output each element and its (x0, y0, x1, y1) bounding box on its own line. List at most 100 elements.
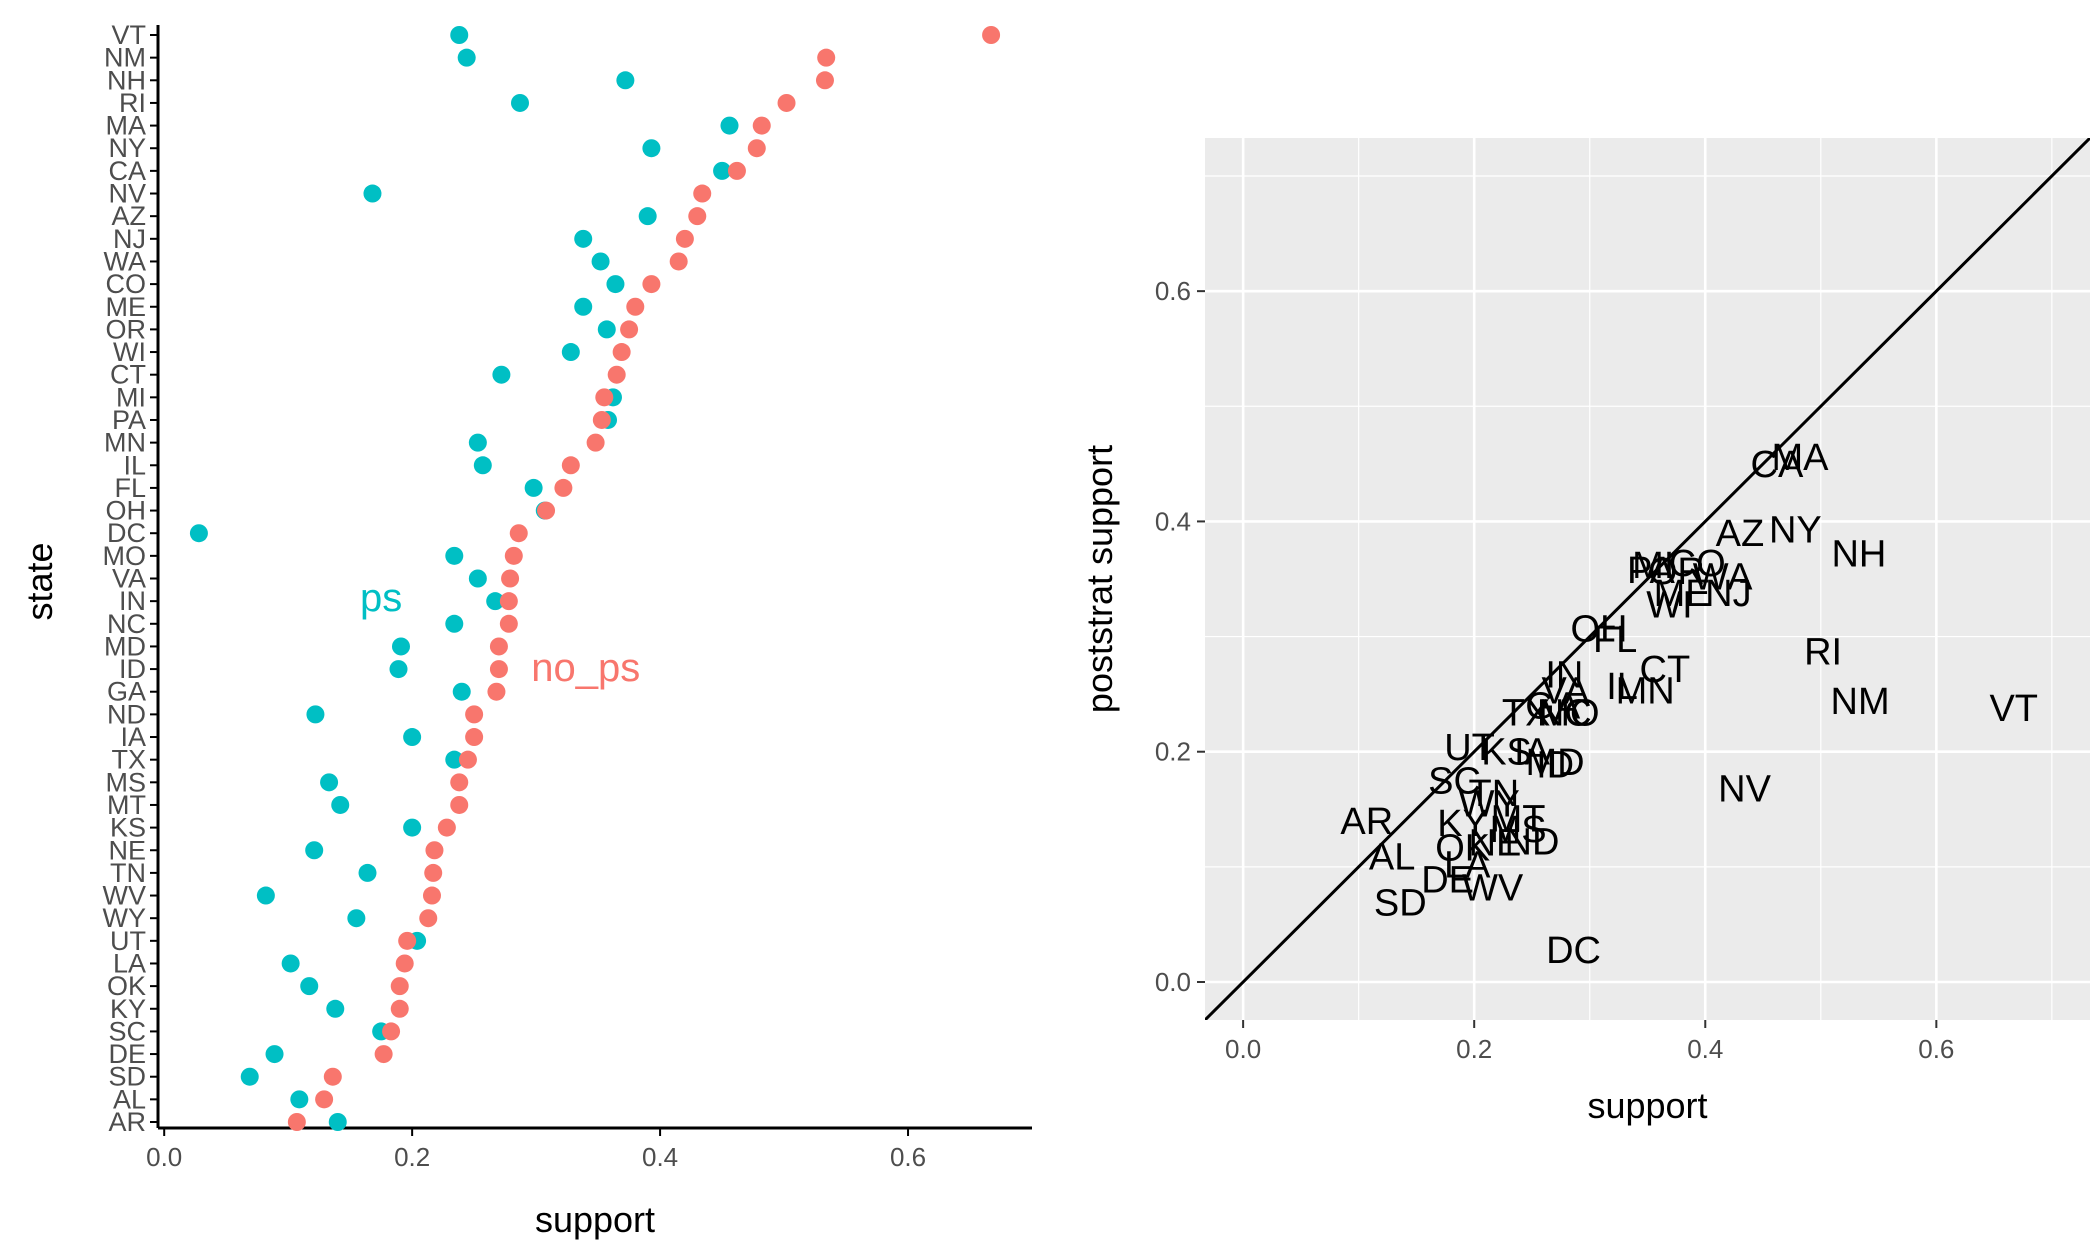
state-tick-label: MN (104, 428, 146, 458)
state-tick-label: PA (112, 405, 146, 435)
point-ps (445, 614, 464, 633)
state-tick-label: TN (110, 858, 146, 888)
identity-line (1205, 138, 2090, 1020)
point-no_ps (424, 863, 443, 882)
point-ps (468, 433, 487, 452)
state-tick-label: MD (104, 631, 146, 661)
state-tick-label: KS (110, 813, 146, 843)
point-no_ps (390, 977, 409, 996)
x-axis-title: support (535, 1199, 655, 1240)
state-tick-label: NJ (113, 224, 146, 254)
point-ps (638, 207, 657, 226)
point-ps (606, 275, 625, 294)
point-label-wi: WI (1646, 584, 1692, 626)
point-label-nc: NC (1537, 693, 1592, 735)
point-ps (326, 999, 345, 1018)
point-no_ps (817, 48, 836, 67)
point-ps (720, 116, 739, 135)
point-ps (486, 592, 505, 611)
state-tick-label: CT (110, 360, 146, 390)
point-label-nh: NH (1831, 534, 1886, 576)
point-ps (281, 954, 300, 973)
state-tick-label: WI (113, 337, 146, 367)
state-tick-label: IL (123, 450, 146, 480)
point-ps (450, 26, 469, 44)
state-tick-label: SC (108, 1016, 146, 1046)
point-label-ga: GA (1525, 686, 1581, 728)
state-tick-label: OR (106, 314, 147, 344)
state-tick-label: OK (107, 971, 146, 1001)
state-tick-label: CO (106, 269, 147, 299)
point-label-al: AL (1369, 836, 1415, 878)
state-tick-label: VA (112, 564, 146, 594)
x-tick-label: 0.2 (394, 1142, 430, 1172)
point-label-wa: WA (1693, 557, 1753, 599)
point-ps (331, 795, 350, 814)
state-tick-label: AL (113, 1084, 146, 1114)
x-tick-label: 0.2 (1456, 1034, 1492, 1064)
point-label-mt: MT (1491, 798, 1546, 840)
point-label-pa: PA (1627, 550, 1676, 592)
y-axis-title: poststrat support (1079, 445, 1120, 713)
state-tick-label: OH (106, 496, 147, 526)
point-no_ps (422, 886, 441, 905)
state-tick-label: TX (111, 745, 146, 775)
y-tick-label: 0.0 (1155, 967, 1191, 997)
point-label-ct: CT (1640, 649, 1691, 691)
point-no_ps (450, 773, 469, 792)
point-ps (561, 343, 580, 362)
point-ps (597, 320, 616, 339)
point-ps (574, 297, 593, 316)
point-no_ps (425, 841, 444, 860)
point-no_ps (669, 252, 688, 271)
point-ps (240, 1067, 259, 1086)
point-ps (305, 841, 324, 860)
point-ps (300, 977, 319, 996)
point-label-ks: KS (1481, 732, 1532, 774)
state-tick-label: IN (119, 586, 146, 616)
point-ps (445, 750, 464, 769)
point-label-mo: MO (1538, 693, 1599, 735)
state-tick-label: MO (103, 541, 147, 571)
point-no_ps (607, 365, 626, 384)
point-ps (492, 365, 511, 384)
state-tick-label: WA (104, 246, 147, 276)
point-no_ps (642, 275, 661, 294)
state-tick-label: LA (113, 948, 146, 978)
state-tick-label: MT (107, 790, 146, 820)
point-label-nd: ND (1505, 822, 1560, 864)
point-no_ps (688, 207, 707, 226)
point-label-ut: UT (1444, 727, 1495, 769)
y-tick-label: 0.4 (1155, 506, 1191, 536)
point-no_ps (450, 795, 469, 814)
state-tick-label: AR (108, 1107, 146, 1137)
point-no_ps (777, 93, 796, 112)
state-tick-label: ND (107, 699, 146, 729)
point-no_ps (382, 1022, 401, 1041)
point-ps (256, 886, 275, 905)
point-label-mn: MN (1616, 671, 1675, 713)
point-label-nm: NM (1831, 681, 1890, 723)
point-ps (320, 773, 339, 792)
point-label-md: MD (1526, 742, 1585, 784)
state-tick-label: IA (120, 722, 146, 752)
point-ps (358, 863, 377, 882)
point-ps (363, 184, 382, 203)
point-label-fl: FL (1593, 619, 1637, 661)
state-tick-label: GA (107, 677, 146, 707)
point-ps (328, 1113, 347, 1131)
point-no_ps (419, 909, 438, 928)
state-tick-label: NY (108, 133, 146, 163)
point-ps (616, 71, 635, 90)
point-label-tx: TX (1502, 693, 1551, 735)
point-no_ps (465, 728, 484, 747)
point-no_ps (499, 614, 518, 633)
point-ps (306, 705, 325, 724)
state-tick-label: UT (110, 926, 146, 956)
point-label-sd: SD (1374, 883, 1427, 925)
point-ps (391, 637, 410, 656)
y-axis-title: state (19, 542, 60, 620)
point-no_ps (612, 343, 631, 362)
state-tick-label: SD (108, 1062, 146, 1092)
state-tick-label: MI (116, 382, 146, 412)
